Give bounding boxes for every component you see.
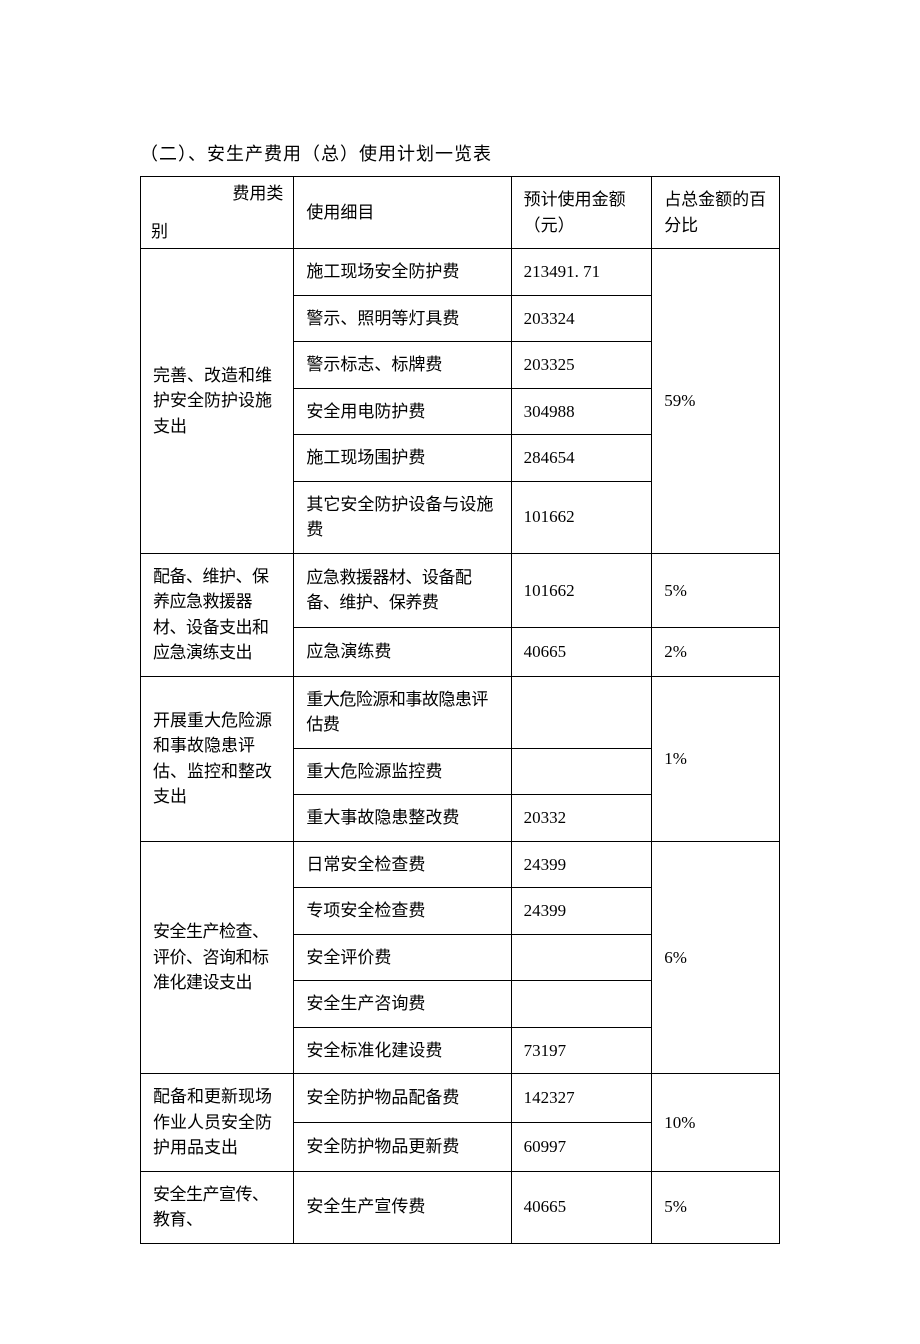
amount-cell: 213491. 71 xyxy=(511,249,652,296)
amount-cell: 203324 xyxy=(511,295,652,342)
item-cell: 施工现场安全防护费 xyxy=(294,249,511,296)
percent-cell: 5% xyxy=(652,1171,780,1243)
percent-cell: 6% xyxy=(652,841,780,1074)
table-row: 安全生产检查、评价、咨询和标准化建设支出 日常安全检查费 24399 6% xyxy=(141,841,780,888)
amount-cell: 60997 xyxy=(511,1122,652,1171)
category-cell: 配备和更新现场作业人员安全防护用品支出 xyxy=(141,1074,294,1172)
category-cell: 完善、改造和维护安全防护设施支出 xyxy=(141,249,294,554)
amount-cell: 24399 xyxy=(511,841,652,888)
amount-cell: 73197 xyxy=(511,1027,652,1074)
amount-cell: 304988 xyxy=(511,388,652,435)
table-row: 安全生产宣传、教育、 安全生产宣传费 40665 5% xyxy=(141,1171,780,1243)
header-item: 使用细目 xyxy=(294,177,511,249)
item-cell: 施工现场围护费 xyxy=(294,435,511,482)
percent-cell: 5% xyxy=(652,553,780,628)
amount-cell: 24399 xyxy=(511,888,652,935)
percent-cell: 10% xyxy=(652,1074,780,1172)
table-row: 配备、维护、保养应急救援器材、设备支出和应急演练支出 应急救援器材、设备配备、维… xyxy=(141,553,780,628)
amount-cell: 284654 xyxy=(511,435,652,482)
item-cell: 安全防护物品更新费 xyxy=(294,1122,511,1171)
header-category: 费用类 别 xyxy=(141,177,294,249)
item-cell: 重大危险源监控费 xyxy=(294,748,511,795)
category-cell: 安全生产检查、评价、咨询和标准化建设支出 xyxy=(141,841,294,1074)
table-row: 配备和更新现场作业人员安全防护用品支出 安全防护物品配备费 142327 10% xyxy=(141,1074,780,1123)
amount-cell: 101662 xyxy=(511,553,652,628)
header-row: 费用类 别 使用细目 预计使用金额（元） 占总金额的百分比 xyxy=(141,177,780,249)
item-cell: 安全标准化建设费 xyxy=(294,1027,511,1074)
category-cell: 配备、维护、保养应急救援器材、设备支出和应急演练支出 xyxy=(141,553,294,676)
percent-cell: 59% xyxy=(652,249,780,554)
header-percent: 占总金额的百分比 xyxy=(652,177,780,249)
category-cell: 开展重大危险源和事故隐患评估、监控和整改支出 xyxy=(141,676,294,841)
percent-cell: 1% xyxy=(652,676,780,841)
amount-cell: 20332 xyxy=(511,795,652,842)
table-row: 开展重大危险源和事故隐患评估、监控和整改支出 重大危险源和事故隐患评估费 1% xyxy=(141,676,780,748)
item-cell: 安全评价费 xyxy=(294,934,511,981)
amount-cell xyxy=(511,748,652,795)
item-cell: 安全用电防护费 xyxy=(294,388,511,435)
item-cell: 警示、照明等灯具费 xyxy=(294,295,511,342)
header-diag-bottom: 别 xyxy=(151,219,168,245)
item-cell: 其它安全防护设备与设施费 xyxy=(294,481,511,553)
item-cell: 重大事故隐患整改费 xyxy=(294,795,511,842)
header-diag-top: 费用类 xyxy=(232,181,283,207)
item-cell: 安全生产咨询费 xyxy=(294,981,511,1028)
amount-cell xyxy=(511,934,652,981)
amount-cell xyxy=(511,676,652,748)
amount-cell: 40665 xyxy=(511,628,652,676)
item-cell: 重大危险源和事故隐患评估费 xyxy=(294,676,511,748)
percent-cell: 2% xyxy=(652,628,780,676)
item-cell: 专项安全检查费 xyxy=(294,888,511,935)
item-cell: 应急救援器材、设备配备、维护、保养费 xyxy=(294,553,511,628)
item-cell: 警示标志、标牌费 xyxy=(294,342,511,389)
amount-cell: 142327 xyxy=(511,1074,652,1123)
amount-cell xyxy=(511,981,652,1028)
item-cell: 安全防护物品配备费 xyxy=(294,1074,511,1123)
amount-cell: 203325 xyxy=(511,342,652,389)
category-cell: 安全生产宣传、教育、 xyxy=(141,1171,294,1243)
item-cell: 日常安全检查费 xyxy=(294,841,511,888)
header-amount: 预计使用金额（元） xyxy=(511,177,652,249)
table-title: （二）、安生产费用（总）使用计划一览表 xyxy=(140,140,780,166)
table-row: 完善、改造和维护安全防护设施支出 施工现场安全防护费 213491. 71 59… xyxy=(141,249,780,296)
item-cell: 应急演练费 xyxy=(294,628,511,676)
amount-cell: 101662 xyxy=(511,481,652,553)
expense-table: 费用类 别 使用细目 预计使用金额（元） 占总金额的百分比 完善、改造和维护安全… xyxy=(140,176,780,1244)
amount-cell: 40665 xyxy=(511,1171,652,1243)
item-cell: 安全生产宣传费 xyxy=(294,1171,511,1243)
